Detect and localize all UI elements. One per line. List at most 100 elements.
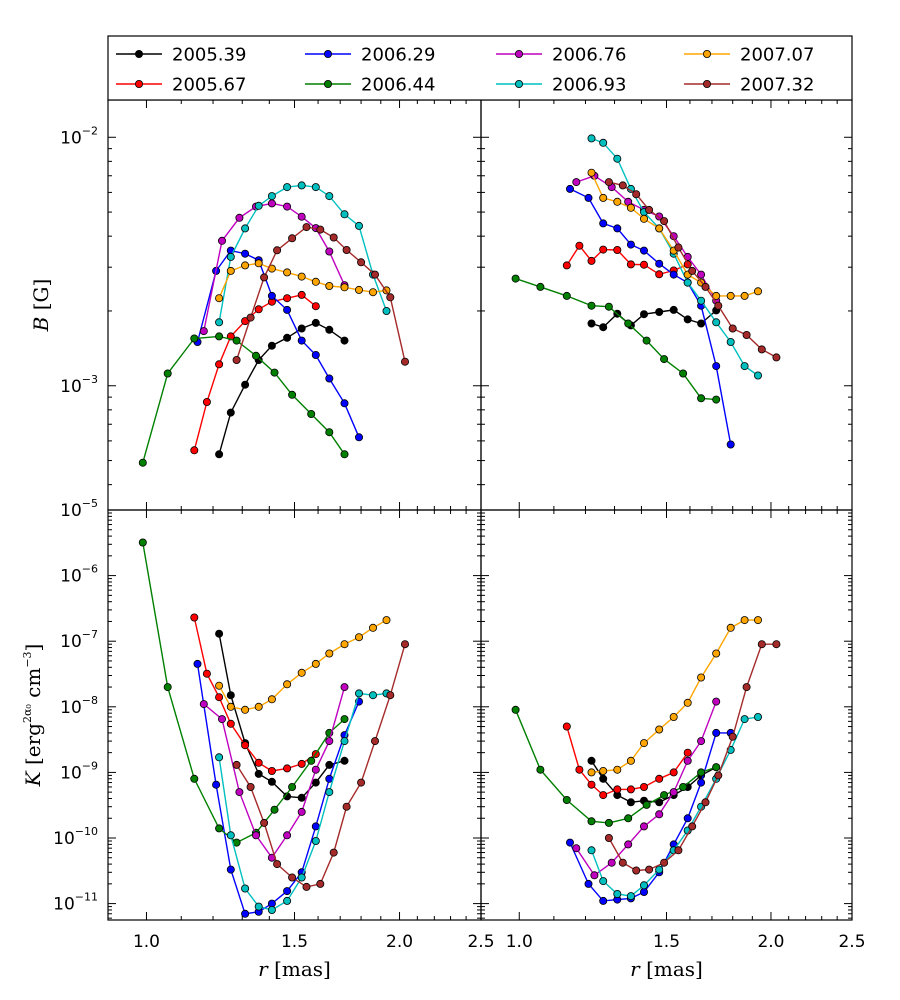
legend-marker (703, 80, 712, 89)
data-point-2006.29 (325, 374, 334, 383)
data-point-2006.29 (297, 336, 306, 345)
legend-marker (323, 50, 332, 59)
data-point-2007.32 (386, 293, 395, 302)
series-line-2005.39 (218, 633, 345, 799)
data-point-2007.07 (599, 193, 608, 202)
data-point-2006.76 (283, 202, 292, 211)
series-line-2006.76 (576, 175, 717, 302)
data-point-2005.67 (575, 241, 584, 250)
data-point-2006.44 (138, 458, 147, 467)
data-point-2005.67 (587, 256, 596, 265)
data-point-2006.76 (235, 213, 244, 222)
data-point-2005.39 (241, 380, 250, 389)
data-point-2006.29 (311, 822, 320, 831)
data-point-2006.76 (697, 270, 706, 279)
data-point-2005.39 (340, 756, 349, 765)
data-point-2007.32 (302, 223, 311, 232)
data-point-2007.32 (316, 225, 325, 234)
data-point-2007.32 (370, 737, 379, 746)
data-point-2006.93 (226, 831, 235, 840)
data-point-2006.29 (726, 440, 735, 449)
data-point-2006.76 (572, 844, 581, 853)
data-point-2005.39 (599, 774, 608, 783)
data-point-2007.07 (368, 623, 377, 632)
data-point-2007.07 (613, 197, 622, 206)
data-point-2007.32 (273, 246, 282, 255)
data-point-2007.07 (655, 224, 664, 233)
legend-marker (134, 80, 143, 89)
panel-frame (480, 99, 853, 511)
data-point-2005.67 (613, 785, 622, 794)
data-point-2006.76 (199, 700, 208, 709)
data-point-2007.32 (288, 873, 297, 882)
data-point-2006.44 (163, 369, 172, 378)
data-point-2005.39 (226, 408, 235, 417)
data-point-2006.29 (669, 270, 678, 279)
data-point-2006.44 (587, 301, 596, 310)
data-point-2006.44 (712, 395, 721, 404)
data-point-2007.32 (701, 798, 710, 807)
data-point-2007.32 (714, 771, 723, 780)
data-point-2006.44 (232, 336, 241, 345)
data-point-2007.32 (618, 181, 627, 190)
panel-bottom-right: 1.0 1.5 2.0 2.5 r [mas] (480, 509, 866, 981)
data-point-2005.39 (640, 310, 649, 319)
data-point-2007.07 (297, 668, 306, 677)
data-point-2006.93 (241, 884, 250, 893)
data-point-2007.32 (728, 732, 737, 741)
data-point-2007.07 (613, 765, 622, 774)
data-point-2006.76 (297, 807, 306, 816)
series-line-2005.67 (193, 617, 317, 772)
data-point-2006.93 (697, 296, 706, 305)
data-point-2007.32 (316, 879, 325, 888)
data-point-2005.67 (202, 397, 211, 406)
data-point-2007.07 (587, 768, 596, 777)
data-point-2007.32 (370, 270, 379, 279)
data-point-2006.93 (311, 837, 320, 846)
data-point-2006.93 (297, 181, 306, 190)
data-point-2007.07 (226, 266, 235, 275)
data-point-2007.32 (632, 866, 641, 875)
data-point-2006.29 (566, 184, 575, 193)
data-point-2007.32 (645, 865, 654, 874)
panel-bottom-left: 10−5 10−6 10−7 10−8 10−9 10−10 10−11 1.0 1.5 2.0 2… (21, 497, 495, 981)
data-point-2006.44 (679, 783, 688, 792)
data-point-2006.44 (251, 351, 260, 360)
series-line-2006.29 (196, 249, 360, 438)
data-point-2007.07 (587, 168, 596, 177)
series-line-2005.39 (591, 309, 717, 328)
data-point-2007.32 (329, 233, 338, 242)
data-point-2006.29 (640, 246, 649, 255)
data-point-2005.39 (340, 336, 349, 345)
data-point-2005.39 (254, 769, 263, 778)
data-point-2006.93 (241, 224, 250, 233)
data-point-2007.32 (246, 313, 255, 322)
data-point-2006.44 (163, 683, 172, 692)
data-point-2006.93 (340, 737, 349, 746)
series-group (511, 616, 781, 905)
data-point-2006.29 (683, 814, 692, 823)
data-point-2007.07 (283, 680, 292, 689)
data-point-2006.44 (642, 336, 651, 345)
data-point-2007.32 (400, 357, 409, 366)
panel-top-right (480, 99, 853, 511)
data-point-2006.76 (655, 810, 664, 819)
data-point-2007.07 (354, 633, 363, 642)
data-point-2007.32 (728, 324, 737, 333)
data-point-2006.93 (354, 221, 363, 230)
data-point-2006.29 (640, 888, 649, 897)
data-point-2007.07 (354, 285, 363, 294)
data-point-2005.67 (655, 774, 664, 783)
data-point-2006.93 (215, 318, 224, 327)
data-point-2006.93 (613, 154, 622, 163)
data-point-2005.67 (215, 360, 224, 369)
data-point-2006.93 (297, 873, 306, 882)
series-line-2006.93 (590, 716, 759, 897)
data-point-2006.76 (669, 788, 678, 797)
data-point-2007.07 (669, 713, 678, 722)
y-tick-label: 10−7 (60, 628, 98, 652)
data-point-2006.29 (311, 350, 320, 359)
data-point-2005.67 (190, 446, 199, 455)
data-point-2005.67 (297, 290, 306, 299)
data-point-2007.32 (772, 353, 781, 362)
